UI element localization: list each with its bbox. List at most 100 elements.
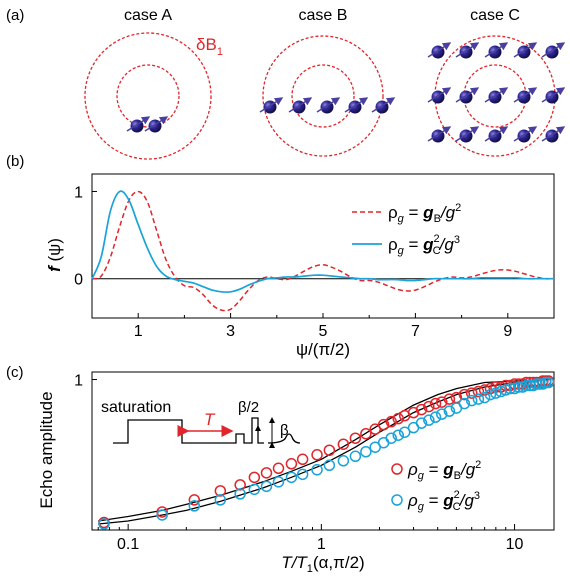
case-a-outer-field-circle xyxy=(84,32,212,160)
spin-arrow xyxy=(427,42,452,58)
data-point-red xyxy=(248,471,261,484)
panel-c-frame xyxy=(91,371,555,531)
spin-arrow xyxy=(541,87,566,103)
data-point-blue xyxy=(398,426,411,438)
spin-arrow xyxy=(455,42,480,58)
y-tick-label: 1 xyxy=(74,373,83,390)
x-tick-label: 9 xyxy=(503,323,512,340)
spin-particle xyxy=(513,87,538,104)
case-b-outer-field-circle xyxy=(262,35,384,157)
data-point-blue xyxy=(385,432,397,444)
data-point-red xyxy=(296,453,309,466)
panel-c-model-curves xyxy=(98,378,549,525)
data-point-blue xyxy=(423,414,435,426)
spin-arrow xyxy=(288,97,313,113)
legend-blue-label: ρg = gC2/g3 xyxy=(407,489,480,513)
spin-arrow xyxy=(126,116,151,132)
data-point-blue xyxy=(260,480,273,493)
case-c-title: case C xyxy=(470,7,520,24)
series-line-solid xyxy=(91,190,554,293)
inset-saturation-label: saturation xyxy=(101,399,171,416)
spin-particle xyxy=(427,42,452,59)
spin-particle xyxy=(455,87,480,104)
legend-solid-label: ρg = gC2/g3 xyxy=(388,233,460,257)
data-point-blue xyxy=(465,394,478,407)
data-point-red xyxy=(458,388,471,401)
legend-red-marker xyxy=(391,463,403,475)
data-point-blue xyxy=(248,483,261,496)
data-point-red xyxy=(465,387,478,399)
pulse-sequence-inset: saturation T β/2 β xyxy=(101,399,301,448)
spin-particle xyxy=(316,97,341,114)
data-point-red xyxy=(349,432,362,444)
data-point-red xyxy=(436,396,448,408)
spin-arrow xyxy=(484,87,509,103)
inset-T-label: T xyxy=(204,410,216,429)
data-point-blue xyxy=(234,488,246,500)
data-point-red xyxy=(392,412,404,425)
spin-particle xyxy=(344,97,369,114)
y-tick-label: 1 xyxy=(74,184,83,201)
data-point-blue xyxy=(98,518,110,530)
spin-particle xyxy=(484,42,509,59)
panel-label-c: (c) xyxy=(6,364,24,381)
spin-particle xyxy=(513,126,538,143)
spin-particle xyxy=(541,126,566,143)
model-curve xyxy=(98,378,549,522)
case-a-title: case A xyxy=(124,7,172,24)
legend-dashed-label: ρg = gB/g2 xyxy=(388,202,461,225)
panel-b-xlabel: ψ/(π/2) xyxy=(296,340,350,359)
spin-arrow xyxy=(513,126,538,142)
panel-b-chart: 1 3 5 7 9 0 1 f (ψ) ψ/(π/2) ρg = gB/g2 ρg = gC… xyxy=(45,173,555,359)
data-point-red xyxy=(377,418,390,431)
data-point-red xyxy=(407,406,420,419)
spin-particle xyxy=(484,126,509,143)
data-point-red xyxy=(423,400,435,413)
panel-b-ylabel: f (ψ) xyxy=(45,238,64,272)
spin-arrow xyxy=(484,42,509,58)
spin-arrow xyxy=(455,87,480,103)
field-label: δB1 xyxy=(196,35,223,58)
inset-beta-label: β xyxy=(280,422,289,439)
data-point-blue xyxy=(349,450,362,463)
spin-arrow xyxy=(427,126,452,142)
data-point-red xyxy=(429,397,442,410)
data-point-red xyxy=(188,494,201,506)
data-point-red xyxy=(214,485,227,497)
data-point-blue xyxy=(285,471,298,484)
inset-beta-half-label: β/2 xyxy=(238,399,259,416)
panel-b-ticks: 1 3 5 7 9 0 1 xyxy=(74,184,555,340)
case-b-title: case B xyxy=(299,7,348,24)
data-point-blue xyxy=(415,417,428,429)
legend-red-label: ρg = gB/g2 xyxy=(407,459,481,482)
panel-c-chart: 0.1 1 10 1 Echo amplitude T/T1(α,π/2) satur… xyxy=(37,371,555,575)
spin-particle xyxy=(371,97,396,114)
spin-arrow xyxy=(344,97,369,113)
data-point-red xyxy=(443,393,456,405)
spin-particle xyxy=(541,87,566,104)
data-point-blue xyxy=(436,408,448,420)
data-point-red xyxy=(337,438,350,450)
x-tick-label: 1 xyxy=(134,323,143,340)
spin-arrow xyxy=(316,97,341,113)
spin-arrow xyxy=(371,97,396,113)
data-point-blue xyxy=(542,376,555,389)
data-point-red xyxy=(311,449,323,461)
x-tick-label: 7 xyxy=(411,323,420,340)
panel-label-a: (a) xyxy=(6,7,24,24)
data-point-blue xyxy=(472,393,485,405)
spin-particle xyxy=(455,126,480,143)
data-point-blue xyxy=(337,455,350,467)
panel-label-b: (b) xyxy=(6,153,24,170)
spin-particle xyxy=(513,42,538,59)
data-point-blue xyxy=(360,446,372,458)
spin-arrow xyxy=(541,42,566,58)
spin-particle xyxy=(288,97,313,114)
data-point-red xyxy=(323,444,336,456)
panel-a: case A case B case C δB1 xyxy=(84,7,566,160)
data-point-blue xyxy=(156,509,168,521)
data-point-blue xyxy=(443,405,456,417)
x-tick-label: 0.1 xyxy=(117,536,139,553)
data-point-red xyxy=(234,479,246,491)
